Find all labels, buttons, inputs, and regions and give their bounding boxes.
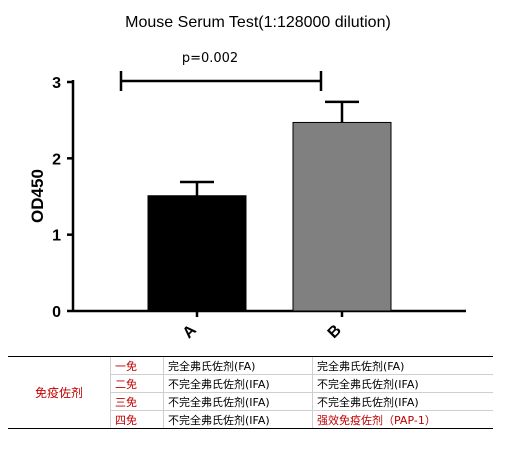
immunization-stage: 二免 xyxy=(110,374,164,393)
bar-B xyxy=(292,121,392,312)
group-a-adjuvant: 完全弗氏佐剂(FA) xyxy=(163,356,313,375)
table-row: 三免 不完全弗氏佐剂(IFA) 不完全弗氏佐剂(IFA) xyxy=(8,392,493,411)
y-axis-title: OD450 xyxy=(28,169,47,223)
x-tick-label-A: A xyxy=(180,321,201,342)
adjuvant-group-label: 免疫佐剂 xyxy=(8,356,111,429)
table-row: 二免 不完全弗氏佐剂(IFA) 不完全弗氏佐剂(IFA) xyxy=(8,374,493,393)
y-tick-label: 0 xyxy=(52,304,61,321)
group-b-adjuvant: 强效免疫佐剂（PAP-1） xyxy=(312,410,493,429)
chart-title: Mouse Serum Test(1:128000 dilution) xyxy=(125,14,391,31)
y-tick-label: 3 xyxy=(52,75,61,92)
group-a-adjuvant: 不完全弗氏佐剂(IFA) xyxy=(163,374,313,393)
bar-chart: Mouse Serum Test(1:128000 dilution) OD45… xyxy=(28,14,466,342)
group-b-adjuvant: 不完全弗氏佐剂(IFA) xyxy=(312,374,493,393)
p-value-label: p=0.002 xyxy=(182,51,238,66)
table-row: 四免 不完全弗氏佐剂(IFA) 强效免疫佐剂（PAP-1） xyxy=(8,410,493,429)
table-row: 免疫佐剂 一免 完全弗氏佐剂(FA) 完全弗氏佐剂(FA) xyxy=(8,356,493,429)
group-a-adjuvant: 不完全弗氏佐剂(IFA) xyxy=(163,392,313,411)
group-b-adjuvant: 完全弗氏佐剂(FA) xyxy=(312,356,493,375)
group-a-adjuvant: 不完全弗氏佐剂(IFA) xyxy=(163,410,313,429)
immunization-stage: 三免 xyxy=(110,392,164,411)
group-b-adjuvant: 不完全弗氏佐剂(IFA) xyxy=(312,392,493,411)
adjuvant-table: 免疫佐剂 一免 完全弗氏佐剂(FA) 完全弗氏佐剂(FA) 二免 不完全弗氏佐剂(IFA)… xyxy=(8,356,493,429)
bar-A xyxy=(147,195,247,312)
y-tick-label: 2 xyxy=(52,151,61,168)
immunization-stage: 一免 xyxy=(110,356,164,375)
y-tick-label: 1 xyxy=(52,228,61,245)
x-tick-label-B: B xyxy=(325,322,345,342)
immunization-stage: 四免 xyxy=(110,410,164,429)
